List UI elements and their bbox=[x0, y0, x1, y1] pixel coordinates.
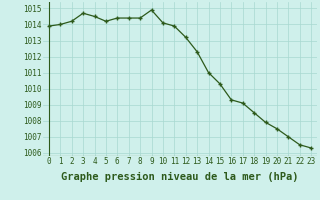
X-axis label: Graphe pression niveau de la mer (hPa): Graphe pression niveau de la mer (hPa) bbox=[61, 172, 299, 182]
